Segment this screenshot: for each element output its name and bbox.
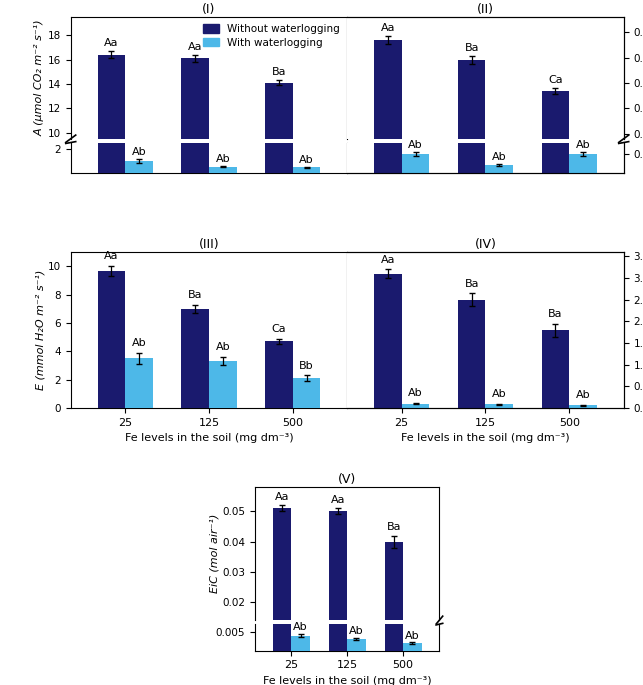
Bar bbox=[181, 0, 209, 173]
Text: Aa: Aa bbox=[188, 42, 203, 52]
Bar bbox=[293, 167, 320, 173]
Text: Ab: Ab bbox=[492, 389, 507, 399]
Y-axis label: EiC (mol air⁻¹): EiC (mol air⁻¹) bbox=[210, 514, 219, 593]
X-axis label: Fe levels in the soil (mg dm⁻³): Fe levels in the soil (mg dm⁻³) bbox=[263, 676, 431, 685]
Bar bbox=[209, 248, 237, 254]
Text: Ab: Ab bbox=[405, 630, 420, 640]
Bar bbox=[265, 341, 293, 408]
Text: Ab: Ab bbox=[408, 140, 423, 149]
Text: Ba: Ba bbox=[464, 43, 479, 53]
Text: Aa: Aa bbox=[381, 255, 395, 265]
Text: Ba: Ba bbox=[188, 290, 203, 300]
Bar bbox=[98, 271, 125, 408]
Text: (IV): (IV) bbox=[475, 238, 496, 251]
Bar bbox=[125, 161, 153, 173]
Text: Ab: Ab bbox=[293, 622, 308, 632]
Text: Ab: Ab bbox=[215, 154, 230, 164]
Bar bbox=[293, 249, 320, 254]
Bar bbox=[374, 8, 402, 173]
Bar bbox=[125, 242, 153, 254]
Bar bbox=[485, 250, 513, 260]
Bar bbox=[403, 656, 422, 662]
Bar bbox=[374, 40, 402, 260]
Bar bbox=[402, 403, 430, 408]
Y-axis label: E (mmol H₂O m⁻² s⁻¹): E (mmol H₂O m⁻² s⁻¹) bbox=[35, 270, 45, 390]
Text: Aa: Aa bbox=[275, 492, 289, 502]
Text: (II): (II) bbox=[477, 3, 494, 16]
Bar bbox=[403, 643, 422, 651]
Bar bbox=[329, 511, 347, 662]
Bar bbox=[458, 23, 485, 173]
Bar bbox=[209, 167, 237, 173]
Text: (I): (I) bbox=[203, 3, 215, 16]
Bar bbox=[485, 165, 513, 173]
Text: Aa: Aa bbox=[381, 23, 395, 33]
Bar bbox=[458, 60, 485, 260]
Text: Ba: Ba bbox=[464, 279, 479, 288]
Text: Ab: Ab bbox=[575, 390, 590, 400]
Text: Bb: Bb bbox=[299, 361, 314, 371]
Bar bbox=[329, 461, 347, 651]
Bar bbox=[265, 83, 293, 254]
Bar bbox=[541, 90, 569, 260]
Bar bbox=[98, 0, 125, 173]
Text: Ba: Ba bbox=[272, 67, 286, 77]
Bar bbox=[569, 154, 597, 173]
Bar bbox=[347, 653, 366, 662]
Text: Ca: Ca bbox=[271, 324, 286, 334]
Bar bbox=[98, 55, 125, 254]
Bar bbox=[485, 404, 513, 408]
Text: Aa: Aa bbox=[331, 495, 345, 505]
Text: Ab: Ab bbox=[349, 626, 364, 636]
Text: Ab: Ab bbox=[575, 140, 590, 149]
Text: Ba: Ba bbox=[548, 309, 563, 319]
Text: (V): (V) bbox=[338, 473, 356, 486]
Text: Aa: Aa bbox=[104, 38, 118, 48]
Bar bbox=[458, 300, 485, 408]
Bar bbox=[265, 1, 293, 173]
Bar bbox=[209, 361, 237, 408]
Bar bbox=[273, 457, 291, 651]
Text: Aa: Aa bbox=[104, 251, 118, 261]
Bar bbox=[374, 274, 402, 408]
X-axis label: Fe levels in the soil (mg dm⁻³): Fe levels in the soil (mg dm⁻³) bbox=[125, 433, 293, 443]
Bar bbox=[291, 650, 310, 662]
Bar bbox=[347, 639, 366, 651]
Legend: Without waterlogging, With waterlogging: Without waterlogging, With waterlogging bbox=[201, 23, 342, 49]
X-axis label: Fe levels in the soil (mg dm⁻³): Fe levels in the soil (mg dm⁻³) bbox=[401, 433, 570, 443]
Bar bbox=[541, 330, 569, 408]
Bar bbox=[125, 358, 153, 408]
Bar bbox=[402, 154, 430, 173]
Bar bbox=[569, 406, 597, 408]
Text: Ba: Ba bbox=[386, 522, 401, 532]
Text: Ab: Ab bbox=[299, 155, 314, 164]
Text: Ca: Ca bbox=[548, 75, 563, 84]
Text: (III): (III) bbox=[199, 238, 219, 251]
Text: Ab: Ab bbox=[492, 152, 507, 162]
Bar bbox=[181, 58, 209, 254]
Bar bbox=[273, 508, 291, 662]
Bar bbox=[385, 499, 403, 651]
Bar bbox=[385, 542, 403, 662]
Bar bbox=[402, 235, 430, 260]
Text: Ab: Ab bbox=[215, 342, 230, 352]
Y-axis label: A (μmol CO₂ m⁻² s⁻¹): A (μmol CO₂ m⁻² s⁻¹) bbox=[35, 20, 45, 136]
Bar bbox=[291, 636, 310, 651]
Bar bbox=[293, 378, 320, 408]
Text: Ab: Ab bbox=[408, 388, 423, 398]
Bar bbox=[569, 235, 597, 260]
Text: Ab: Ab bbox=[132, 147, 147, 157]
Text: Ab: Ab bbox=[132, 338, 147, 348]
Bar bbox=[541, 46, 569, 173]
Bar bbox=[181, 309, 209, 408]
